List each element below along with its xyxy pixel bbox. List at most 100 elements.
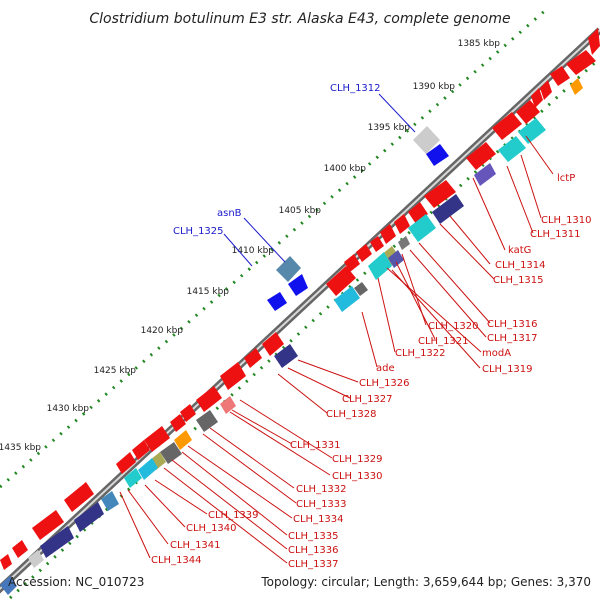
gene-arrow[interactable] [326,266,356,296]
gene-arrow[interactable] [267,292,287,311]
gene-arrow[interactable] [101,491,119,511]
gene-arrow[interactable] [138,458,158,480]
gene-arrow[interactable] [356,244,372,262]
gene-label[interactable]: CLH_1340 [186,523,237,534]
gene-label[interactable]: CLH_1311 [530,229,581,240]
gene-arrow[interactable] [0,554,12,570]
gene-arrow[interactable] [28,550,44,568]
tick-label: 1405 kbp [279,206,322,216]
gene-arrow[interactable] [492,112,522,140]
gene-arrow[interactable] [408,214,436,242]
gene-arrow[interactable] [160,442,182,464]
scale-labels: 1385 kbp 1390 kbp 1395 kbp 1400 kbp 1405… [0,39,500,453]
gene-label[interactable]: CLH_1333 [296,499,347,510]
gene-arrow[interactable] [408,202,428,224]
gene-arrow[interactable] [334,286,360,312]
gene-arrow[interactable] [244,348,262,368]
gene-label[interactable]: modA [482,348,511,359]
gene-arrow[interactable] [370,236,384,252]
gene-arrow[interactable] [540,80,552,100]
gene-arrow[interactable] [196,386,222,412]
gene-arrow[interactable] [388,250,404,268]
gene-label[interactable]: CLH_1334 [293,514,344,525]
gene-label[interactable]: CLH_1310 [541,215,592,226]
gene-arrow[interactable] [274,344,298,368]
gene-label[interactable]: CLH_1321 [418,336,469,347]
gene-label[interactable]: CLH_1335 [288,531,339,542]
gene-label[interactable]: CLH_1332 [296,484,347,495]
gene-label[interactable]: CLH_1330 [332,471,383,482]
gene-label[interactable]: katG [508,245,531,256]
gene-arrow[interactable] [220,362,246,390]
accession-text: Accession: NC_010723 [8,575,144,589]
gene-label[interactable]: CLH_1319 [482,364,533,375]
gene-label[interactable]: CLH_1329 [332,454,383,465]
gene-label[interactable]: CLH_1315 [493,275,544,286]
gene-arrow[interactable] [588,28,600,55]
gene-arrow[interactable] [174,430,192,450]
gene-arrow[interactable] [74,502,104,532]
gene-label[interactable]: CLH_1337 [288,559,339,570]
tick-label: 1390 kbp [413,82,456,92]
tick-label: 1425 kbp [94,366,137,376]
gene-label[interactable]: CLH_1336 [288,545,339,556]
gene-arrow[interactable] [0,576,17,595]
gene-arrow[interactable] [413,126,440,154]
gene-label[interactable]: CLH_1317 [487,333,538,344]
gene-arrow[interactable] [426,144,449,166]
tick-label: 1400 kbp [324,164,367,174]
outer-labels: CLH_1312 asnB CLH_1325 [173,83,381,237]
gene-label[interactable]: CLH_1339 [208,510,259,521]
gene-label[interactable]: CLH_1328 [326,409,377,420]
gene-arrow[interactable] [424,180,456,208]
gene-arrow[interactable] [220,396,236,414]
gene-arrow[interactable] [394,214,410,234]
gene-arrow[interactable] [12,540,28,558]
gene-arrow[interactable] [132,440,150,460]
gene-label[interactable]: CLH_1322 [395,348,446,359]
gene-arrow[interactable] [276,256,301,282]
gene-arrow[interactable] [516,100,540,124]
gene-label[interactable]: CLH_1326 [359,378,410,389]
gene-label[interactable]: CLH_1331 [290,440,341,451]
gene-arrow[interactable] [196,410,218,432]
gene-label[interactable]: ade [376,363,395,374]
gene-arrow[interactable] [40,526,74,558]
genome-summary-text: Topology: circular; Length: 3,659,644 bp… [260,575,591,589]
gene-arrow[interactable] [116,452,136,474]
gene-arrow[interactable] [432,194,464,224]
gene-label[interactable]: CLH_1320 [428,321,479,332]
gene-arrow[interactable] [566,50,596,75]
gene-arrow[interactable] [64,482,94,512]
gene-arrow[interactable] [144,426,170,452]
gene-arrow[interactable] [32,510,64,540]
gene-arrow[interactable] [550,66,570,86]
gene-arrow[interactable] [398,236,410,250]
gene-arrow[interactable] [124,468,142,488]
gene-arrow[interactable] [288,274,308,296]
gene-arrow[interactable] [570,78,583,95]
gene-label[interactable]: CLH_1344 [151,555,202,566]
gene-arrow[interactable] [262,332,284,356]
gene-arrow[interactable] [344,254,360,272]
gene-label-asnb[interactable]: asnB [217,208,242,219]
gene-label[interactable]: CLH_1327 [342,394,393,405]
gene-label-clh-1312[interactable]: CLH_1312 [330,83,381,94]
gene-label[interactable]: CLH_1341 [170,540,221,551]
gene-arrow[interactable] [474,163,496,186]
gene-arrow[interactable] [518,118,546,144]
gene-arrow[interactable] [380,224,396,244]
gene-arrow[interactable] [354,282,368,296]
tick-label: 1415 kbp [187,287,230,297]
gene-arrow[interactable] [170,414,186,432]
gene-arrow[interactable] [368,252,392,280]
gene-label[interactable]: CLH_1316 [487,319,538,330]
gene-arrow[interactable] [180,404,196,422]
gene-arrow[interactable] [531,88,543,108]
gene-label[interactable]: CLH_1314 [495,260,546,271]
tick-label: 1395 kbp [368,123,411,133]
gene-arrow[interactable] [466,142,496,170]
gene-label[interactable]: lctP [557,173,575,184]
gene-arrow[interactable] [498,136,526,162]
gene-label-clh-1325[interactable]: CLH_1325 [173,226,224,237]
